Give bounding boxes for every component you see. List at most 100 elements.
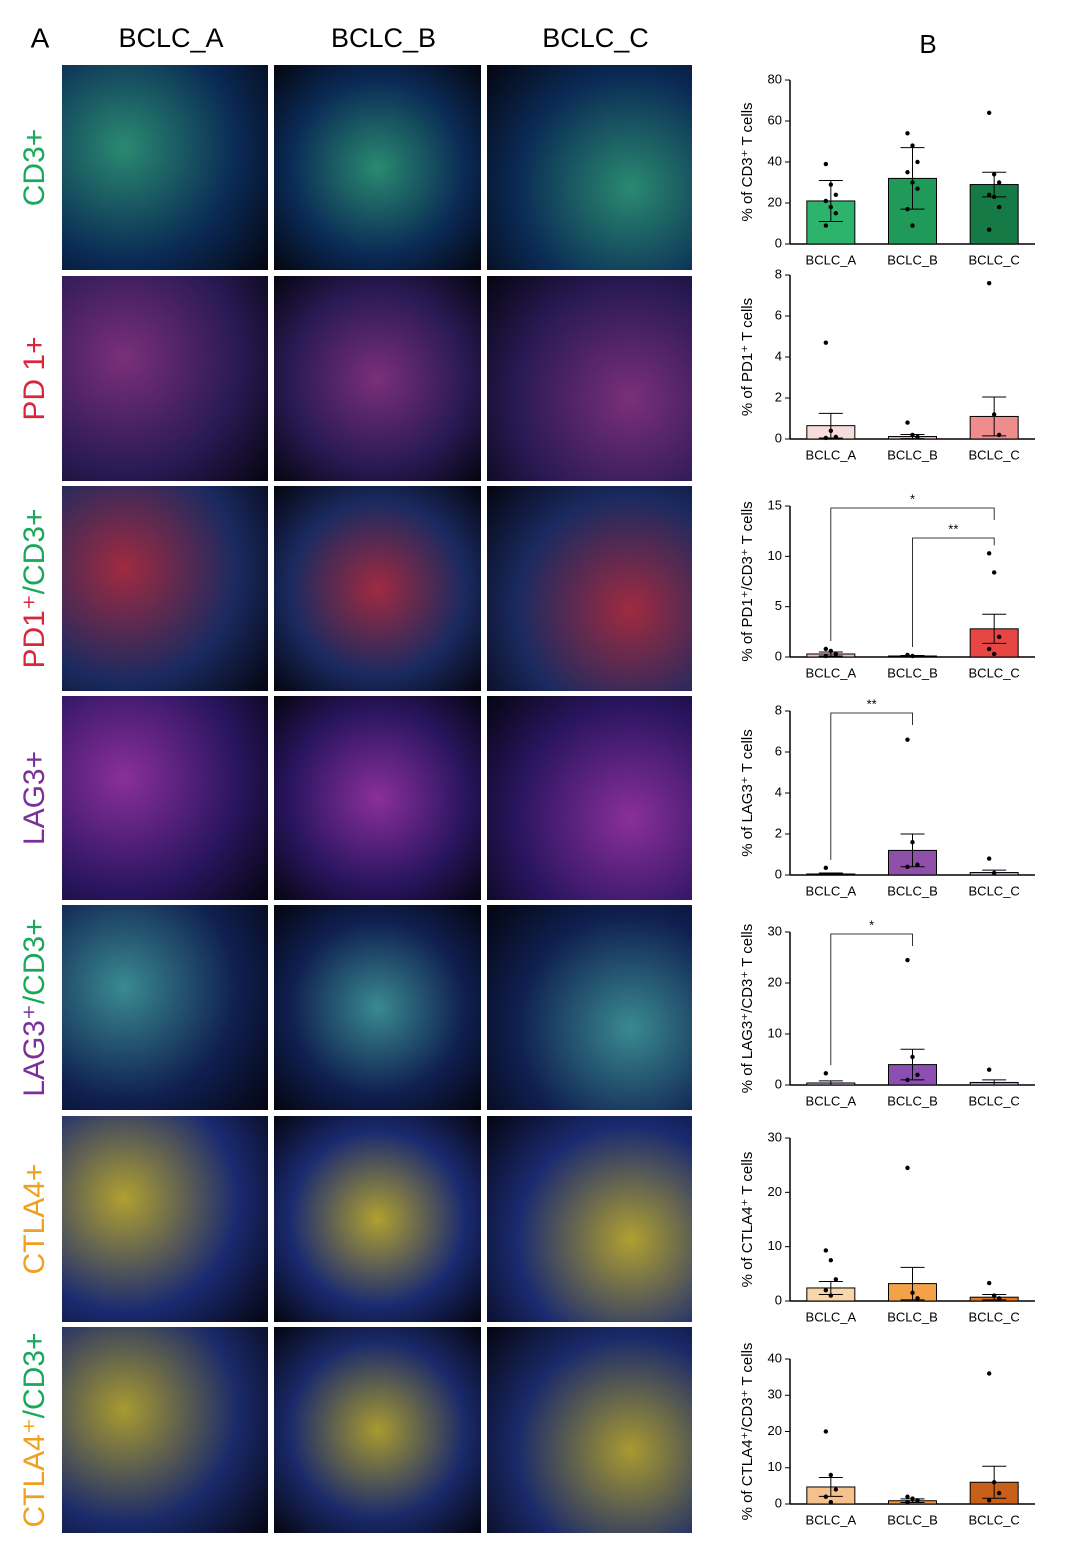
micrograph: [487, 65, 692, 270]
data-point: [991, 412, 997, 417]
data-point: [833, 434, 839, 440]
panel-label: A: [31, 22, 50, 53]
data-point: [986, 110, 992, 116]
error-bar: [818, 179, 843, 222]
data-point: [833, 211, 839, 216]
x-tick-label: BCLC_A: [806, 252, 857, 267]
data-point: [986, 646, 992, 652]
row-label-part: LAG3+: [18, 751, 51, 845]
data-point: [996, 1296, 1002, 1301]
data-point: [828, 1258, 834, 1263]
data-point: [823, 1494, 829, 1499]
y-tick-label: 0: [775, 430, 782, 445]
y-tick-label: 4: [775, 348, 782, 363]
data-point: [823, 1248, 829, 1253]
data-point: [823, 1071, 829, 1076]
data-point: [823, 340, 829, 345]
data-point: [828, 204, 834, 210]
y-tick-label: 60: [768, 112, 782, 127]
data-point: [991, 570, 997, 575]
y-tick-label: 10: [768, 548, 782, 563]
x-tick-label: BCLC_B: [887, 252, 938, 267]
significance-bracket: [830, 507, 995, 641]
data-point: [986, 856, 992, 861]
data-point: [915, 1498, 920, 1503]
micrograph: [487, 905, 692, 1110]
x-tick-label: BCLC_A: [806, 1309, 857, 1324]
row-label: CD3+: [18, 129, 51, 207]
x-tick-label: BCLC_C: [969, 252, 1020, 267]
y-tick-label: 20: [768, 194, 782, 209]
data-point: [833, 1487, 839, 1492]
micrograph: [274, 1116, 481, 1322]
data-point: [910, 180, 915, 185]
y-tick-label: 6: [775, 307, 782, 322]
y-tick-label: 20: [768, 974, 782, 989]
row-label: CTLA4+: [18, 1164, 51, 1275]
y-tick-label: 2: [775, 389, 782, 404]
data-point: [905, 1499, 910, 1505]
y-tick-label: 30: [768, 1387, 782, 1402]
x-tick-label: BCLC_B: [887, 883, 938, 898]
data-point: [828, 428, 834, 433]
data-point: [996, 1490, 1002, 1496]
x-tick-label: BCLC_B: [887, 1309, 938, 1324]
y-tick-label: 10: [768, 1025, 782, 1040]
y-tick-label: 0: [775, 235, 782, 250]
row-label: PD1⁺/CD3+: [18, 508, 51, 668]
row-label: CTLA4⁺/CD3+: [18, 1332, 51, 1527]
data-point: [915, 186, 920, 191]
x-tick-label: BCLC_A: [806, 1512, 857, 1527]
y-axis-label: % of CTLA4⁺ T cells: [739, 1152, 756, 1288]
data-point: [986, 192, 992, 197]
row-label-part: /CD3+: [18, 1332, 51, 1418]
data-point: [986, 227, 992, 232]
data-point: [828, 182, 834, 187]
data-point: [905, 864, 910, 869]
y-tick-label: 30: [768, 1129, 782, 1144]
x-tick-label: BCLC_C: [969, 1512, 1020, 1527]
y-tick-label: 40: [768, 1350, 782, 1365]
micrograph: [487, 486, 692, 691]
y-tick-label: 20: [768, 1423, 782, 1438]
y-tick-label: 2: [775, 825, 782, 840]
x-tick-label: BCLC_A: [806, 1093, 857, 1108]
error-bar: [818, 412, 843, 439]
column-header: BCLC_C: [542, 23, 649, 53]
y-tick-label: 20: [768, 1184, 782, 1199]
data-point: [905, 652, 910, 658]
error-bar: [982, 1079, 1007, 1086]
data-point: [910, 143, 915, 148]
data-point: [905, 420, 910, 425]
data-point: [828, 1293, 834, 1298]
data-point: [991, 1293, 997, 1298]
significance-label: *: [869, 917, 874, 932]
row-label-part: CTLA4+: [18, 1164, 51, 1275]
error-bar: [818, 872, 843, 876]
y-tick-label: 6: [775, 743, 782, 758]
data-point: [823, 646, 829, 652]
x-tick-label: BCLC_B: [887, 665, 938, 680]
x-tick-label: BCLC_C: [969, 1309, 1020, 1324]
micrograph: [62, 486, 268, 691]
data-point: [828, 1472, 834, 1478]
significance-label: **: [867, 696, 877, 711]
data-point: [905, 737, 910, 742]
data-point: [996, 432, 1002, 438]
y-axis-label: % of PD1⁺ T cells: [739, 298, 756, 416]
y-axis-label: % of CD3⁺ T cells: [739, 102, 756, 221]
micrograph: [487, 276, 692, 481]
data-point: [991, 870, 997, 876]
data-point: [986, 281, 992, 286]
y-tick-label: 0: [775, 1076, 782, 1091]
y-tick-label: 30: [768, 923, 782, 938]
data-point: [833, 651, 839, 657]
y-tick-label: 8: [775, 702, 782, 717]
data-point: [915, 159, 920, 165]
data-point: [823, 865, 829, 871]
x-tick-label: BCLC_C: [969, 447, 1020, 462]
micrograph: [62, 696, 268, 900]
row-label-part: /CD3+: [18, 508, 51, 594]
y-axis-label: % of LAG3⁺/CD3⁺ T cells: [739, 924, 756, 1094]
